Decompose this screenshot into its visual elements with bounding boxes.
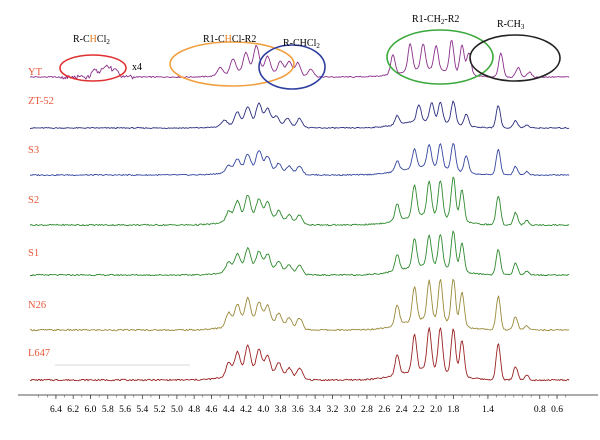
annotation-label: R1-CH2-R2 — [412, 14, 459, 26]
sample-label-zt-52: ZT-52 — [28, 96, 54, 107]
x-tick-label: 1.4 — [482, 405, 494, 415]
x-tick-label: 4.2 — [240, 405, 252, 415]
spectrum-traces — [29, 40, 570, 382]
annotation-label: R-CHCl2 — [283, 38, 320, 50]
x-tick-label: 5.6 — [119, 405, 131, 415]
x-tick-label: 6.2 — [67, 405, 79, 415]
sample-label-s2: S2 — [28, 195, 39, 206]
spectrum-line-n26 — [29, 278, 570, 332]
x-tick-label: 6.0 — [85, 405, 97, 415]
x-tick-label: 6.4 — [50, 405, 62, 415]
x-tick-label: 4.0 — [257, 405, 269, 415]
x-tick-label: 2.0 — [430, 405, 442, 415]
x-tick-label: 5.8 — [102, 405, 114, 415]
peak-annotations: R-CHCl2 R1-CHCl-R2 R-CHCl2 R1-CH2-R2 R-CH3 — [59, 14, 561, 90]
spectrum-line-s1 — [29, 230, 570, 277]
sample-label-s1: S1 — [28, 248, 39, 259]
x-tick-label: 0.8 — [534, 405, 546, 415]
x-tick-label: 3.6 — [292, 405, 304, 415]
spectrum-line-yt — [29, 40, 570, 80]
sample-label-l647: L647 — [28, 348, 50, 359]
annotation-label: R-CH3 — [497, 19, 525, 31]
x-tick-label: 2.8 — [361, 405, 373, 415]
annotation-label: R-CHCl2 — [73, 34, 110, 46]
annotation-ring — [258, 44, 326, 90]
x-tick-label: 0.6 — [551, 405, 563, 415]
x-tick-label: 5.4 — [136, 405, 148, 415]
annotation-ring — [386, 29, 494, 85]
x-tick-label: 2.2 — [413, 405, 425, 415]
sample-label-s3: S3 — [28, 145, 39, 156]
sample-labels: YT ZT-52 S3 S2 S1 N26 L647 — [28, 67, 54, 359]
spectrum-line-zt-52 — [29, 100, 570, 129]
x-tick-label: 4.8 — [188, 405, 200, 415]
sample-label-n26: N26 — [28, 300, 46, 311]
annotation-label: R1-CHCl-R2 — [203, 34, 256, 45]
x-tick-label: 3.2 — [326, 405, 338, 415]
x-tick-label: 3.4 — [309, 405, 321, 415]
inset-gain-label: x4 — [132, 62, 142, 73]
spectrum-line-s3 — [29, 143, 570, 177]
x-tick-label: 2.6 — [378, 405, 390, 415]
x-tick-label: 5.0 — [171, 405, 183, 415]
x-tick-label: 5.2 — [154, 405, 166, 415]
spectrum-line-s2 — [29, 176, 570, 227]
annotation-ring — [59, 54, 127, 82]
x-tick-label: 3.8 — [275, 405, 287, 415]
x-tick-label: 2.4 — [396, 405, 408, 415]
x-tick-label: 4.6 — [206, 405, 218, 415]
x-tick-label: 4.4 — [223, 405, 235, 415]
inset-gain-text: x4 — [132, 62, 142, 73]
annotation-ring — [169, 41, 295, 87]
x-tick-label: 1.8 — [447, 405, 459, 415]
x-axis-ticks: 6.4 6.2 6.0 5.8 5.6 5.4 5.2 5.0 4.8 4.6 4.4 4.2 4.0 3… — [38, 395, 566, 415]
x-tick-label: 3.0 — [344, 405, 356, 415]
sample-label-yt: YT — [28, 67, 43, 78]
annotation-ring — [469, 34, 561, 82]
spectrum-line-l647 — [30, 327, 570, 382]
